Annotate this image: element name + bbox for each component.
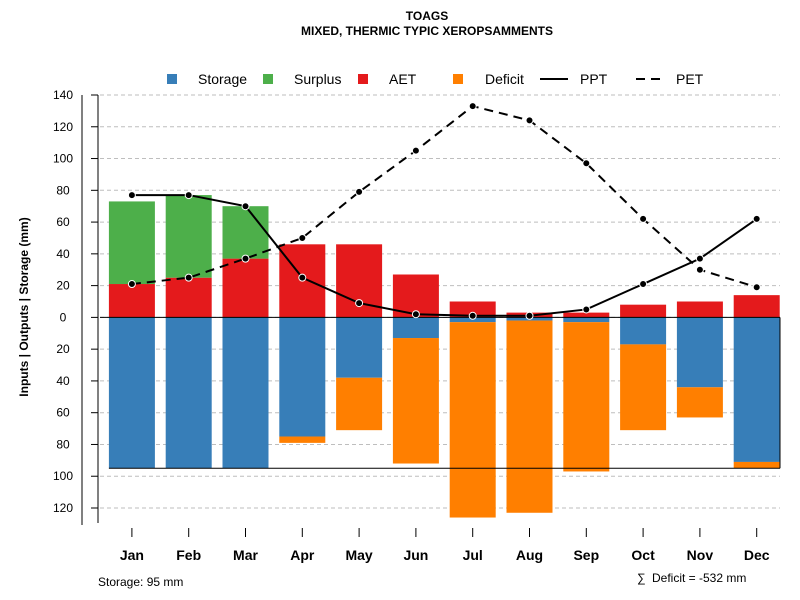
- aet-bar: [449, 301, 496, 318]
- y-tick-label: 40: [56, 374, 70, 388]
- y-tick-label: 140: [53, 88, 73, 102]
- aet-bar: [108, 284, 155, 318]
- pet-point: [127, 280, 136, 289]
- y-tick-label: 60: [56, 215, 70, 229]
- deficit-bar: [506, 320, 553, 513]
- storage-bar: [620, 317, 667, 345]
- y-tick-label: 100: [53, 469, 73, 483]
- deficit-bar: [733, 461, 780, 469]
- x-tick-label: Feb: [176, 547, 201, 563]
- pet-line: [131, 105, 757, 289]
- pet-point: [411, 146, 420, 155]
- ppt-point: [184, 191, 193, 200]
- y-tick-label: 20: [56, 279, 70, 293]
- surplus-bar: [165, 195, 212, 278]
- pet-point: [525, 116, 534, 125]
- y-axis-title: Inputs | Outputs | Storage (mm): [17, 217, 31, 396]
- ppt-point: [695, 254, 704, 263]
- x-tick-label: Jul: [463, 547, 483, 563]
- deficit-bar: [563, 322, 610, 472]
- surplus-bar: [108, 201, 155, 285]
- ppt-point: [127, 191, 136, 200]
- legend-swatch-storage: [167, 74, 177, 84]
- legend-label-ppt: PPT: [580, 71, 608, 87]
- deficit-bar: [279, 436, 326, 443]
- ppt-point: [411, 310, 420, 319]
- legend-label-aet: AET: [389, 71, 417, 87]
- storage-bar: [563, 317, 610, 323]
- y-tick-label: 120: [53, 501, 73, 515]
- aet-bar: [733, 295, 780, 318]
- legend-swatch-surplus: [263, 74, 273, 84]
- storage-bar: [733, 317, 780, 462]
- x-tick-label: May: [345, 547, 372, 563]
- ppt-point: [525, 311, 534, 320]
- x-tick-label: Dec: [744, 547, 770, 563]
- ppt-line: [131, 194, 758, 317]
- storage-note: Storage: 95 mm: [98, 575, 183, 589]
- legend-label-surplus: Surplus: [294, 71, 341, 87]
- chart-title: TOAGS: [406, 9, 448, 23]
- legend-label-pet: PET: [676, 71, 704, 87]
- deficit-bar: [336, 377, 383, 431]
- x-tick-label: Aug: [516, 547, 543, 563]
- aet-bar: [563, 312, 610, 318]
- storage-bar: [336, 317, 383, 378]
- y-tick-label: 60: [56, 406, 70, 420]
- y-tick-label: 40: [56, 247, 70, 261]
- aet-bar: [620, 304, 667, 318]
- y-tick-label: 0: [60, 310, 67, 324]
- ppt-point: [355, 299, 364, 308]
- pet-point: [355, 187, 364, 196]
- aet-bar: [165, 277, 212, 318]
- chart-subtitle: MIXED, THERMIC TYPIC XEROPSAMMENTS: [301, 24, 553, 38]
- y-tick-label: 20: [56, 342, 70, 356]
- pet-point: [184, 273, 193, 282]
- aet-bar: [676, 301, 723, 318]
- deficit-bar: [620, 344, 667, 431]
- pet-point: [468, 102, 477, 111]
- deficit-note: Deficit = -532 mm: [652, 571, 746, 585]
- surplus-bar: [222, 206, 269, 259]
- legend-label-deficit: Deficit: [485, 71, 524, 87]
- y-tick-label: 120: [53, 120, 73, 134]
- y-tick-label: 100: [53, 152, 73, 166]
- x-tick-label: Nov: [687, 547, 714, 563]
- sum-symbol: ∑: [637, 571, 646, 585]
- pet-point: [695, 265, 704, 274]
- legend-swatch-aet: [358, 74, 368, 84]
- storage-bar: [392, 317, 439, 339]
- storage-bar: [165, 317, 212, 469]
- legend-swatch-deficit: [453, 74, 463, 84]
- storage-bar: [279, 317, 326, 437]
- ppt-point: [298, 273, 307, 282]
- x-tick-label: Oct: [631, 547, 655, 563]
- storage-bar: [676, 317, 723, 388]
- ppt-point: [752, 214, 761, 223]
- deficit-bar: [392, 338, 439, 464]
- pet-point: [582, 159, 591, 168]
- y-tick-label: 80: [56, 437, 70, 451]
- aet-bar: [222, 258, 269, 318]
- x-tick-label: Jun: [403, 547, 428, 563]
- ppt-point: [582, 305, 591, 314]
- legend-label-storage: Storage: [198, 71, 247, 87]
- pet-point: [298, 233, 307, 242]
- pet-point: [639, 214, 648, 223]
- storage-bar: [108, 317, 155, 469]
- x-tick-label: Apr: [290, 547, 315, 563]
- deficit-bar: [676, 387, 723, 418]
- ppt-point: [468, 311, 477, 320]
- deficit-bar: [449, 322, 496, 518]
- x-tick-label: Mar: [233, 547, 258, 563]
- x-tick-label: Sep: [573, 547, 599, 563]
- y-tick-label: 80: [56, 183, 70, 197]
- ppt-point: [241, 202, 250, 211]
- ppt-point: [639, 280, 648, 289]
- pet-point: [752, 283, 761, 292]
- storage-bar: [222, 317, 269, 469]
- x-tick-label: Jan: [120, 547, 144, 563]
- pet-point: [241, 254, 250, 263]
